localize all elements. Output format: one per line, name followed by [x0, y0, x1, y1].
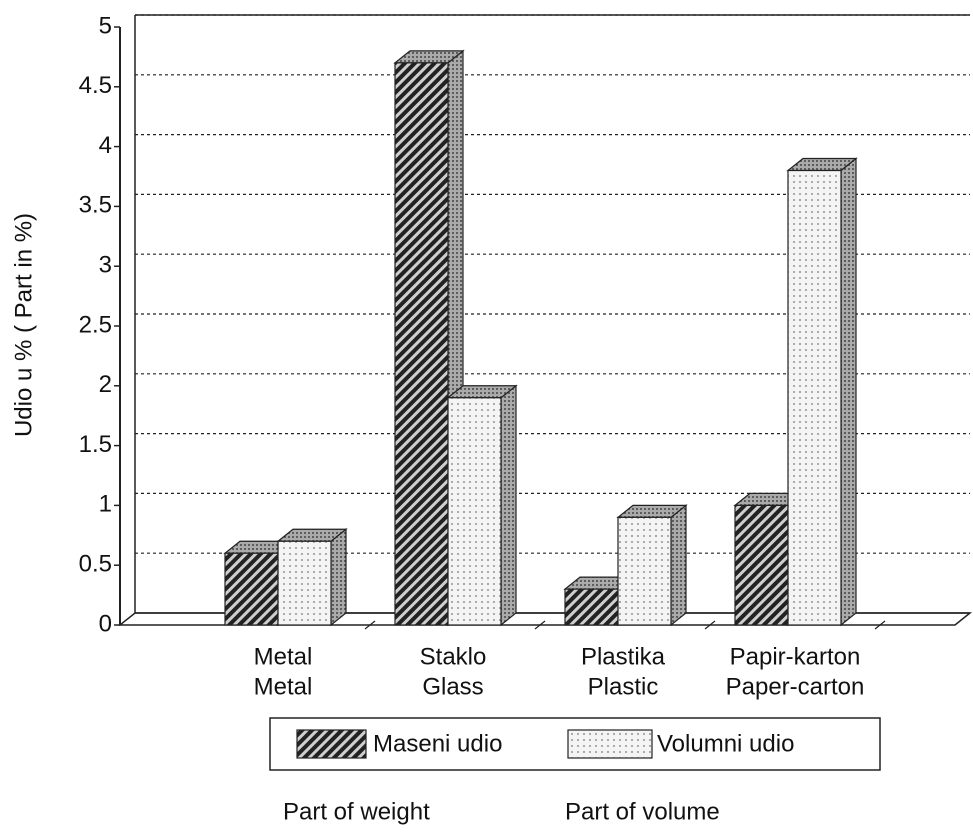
bar [224, 552, 279, 626]
y-tick-label: 5 [99, 12, 112, 39]
y-axis-label: Udio u % ( Part in %) [10, 213, 37, 437]
x-tick-label: Metal [254, 643, 313, 670]
x-tick [364, 620, 376, 630]
bar [394, 62, 449, 626]
x-tick-label: Plastic [588, 673, 659, 700]
y-tick-label: 2 [99, 371, 112, 398]
legend-label: Maseni udio [373, 730, 502, 757]
y-tick-label: 0 [99, 610, 112, 637]
y-tick-label: 4.5 [79, 72, 112, 99]
x-tick [534, 620, 546, 630]
bar [564, 588, 619, 626]
x-tick-label: Staklo [420, 643, 487, 670]
x-tick [874, 620, 886, 630]
y-tick-label: 4 [99, 132, 112, 159]
floor [117, 612, 973, 626]
legend-swatch [567, 729, 653, 759]
bar-side [840, 157, 857, 627]
y-tick-label: 0.5 [79, 551, 112, 578]
y-tick-label: 3 [99, 252, 112, 279]
y-tick-label: 2.5 [79, 311, 112, 338]
bar [277, 540, 332, 626]
legend-label: Volumni udio [657, 730, 794, 757]
bar [787, 169, 842, 626]
x-tick-label: Glass [422, 673, 483, 700]
x-tick-label: Plastika [581, 643, 666, 670]
y-tick-label: 1 [99, 491, 112, 518]
legend-box [269, 717, 881, 771]
bar [617, 516, 672, 626]
x-tick-label: Metal [254, 673, 313, 700]
bar [447, 397, 502, 626]
legend-swatch [296, 729, 367, 759]
x-tick-label: Papir-karton [730, 643, 861, 670]
x-tick-label: Paper-carton [726, 673, 865, 700]
legend-subtitle: Part of weight [283, 798, 430, 825]
bar-side [330, 528, 347, 627]
bar-side [670, 504, 687, 627]
x-tick [704, 620, 716, 630]
bar-side [500, 384, 517, 627]
y-tick-label: 1.5 [79, 431, 112, 458]
bar [734, 504, 789, 626]
legend-subtitle: Part of volume [565, 798, 720, 825]
y-tick-label: 3.5 [79, 192, 112, 219]
